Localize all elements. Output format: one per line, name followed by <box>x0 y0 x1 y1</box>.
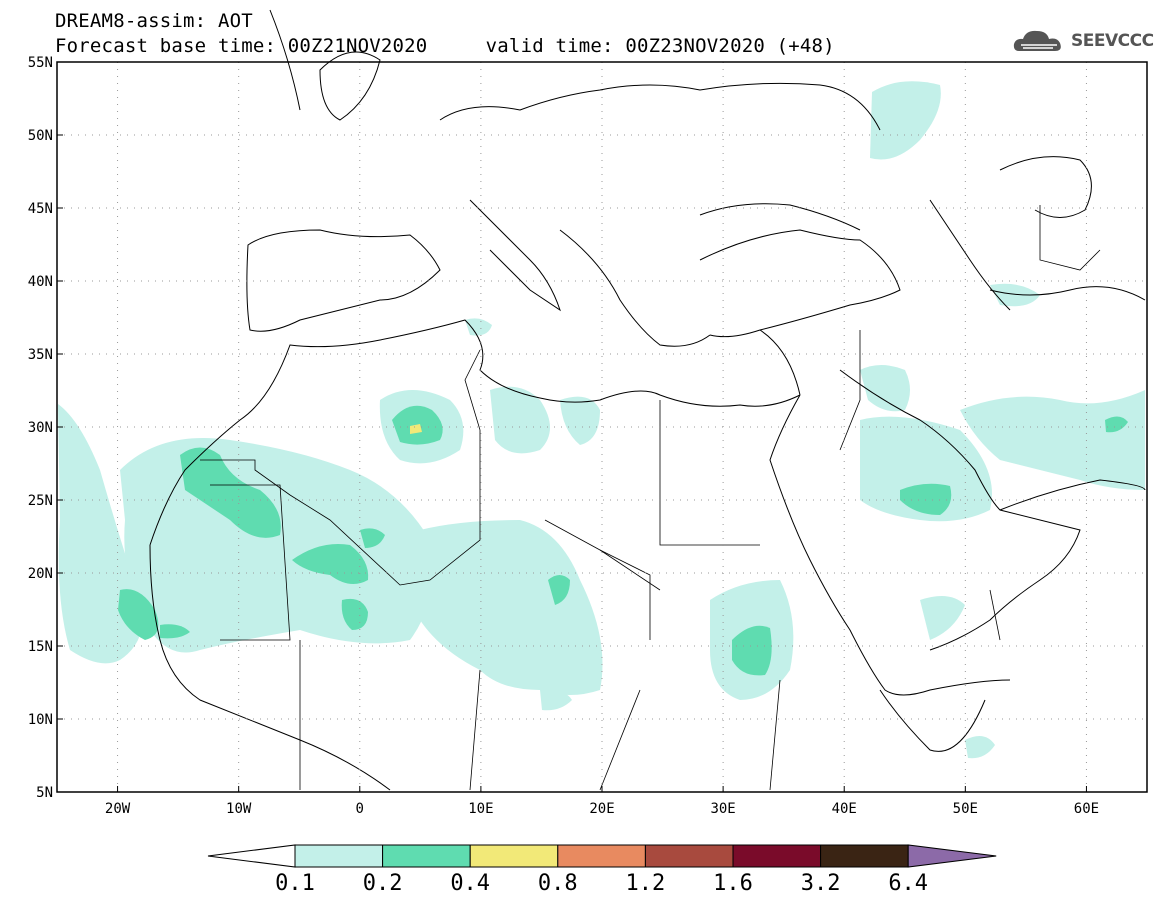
longitude-tick-label: 0 <box>356 801 364 817</box>
colorbar-bin <box>294 844 384 868</box>
longitude-tick-label: 20E <box>589 801 614 817</box>
longitude-tick-label: 50E <box>953 801 978 817</box>
longitude-tick-label: 40E <box>832 801 857 817</box>
colorbar-under-arrow <box>207 844 296 868</box>
colorbar-bin <box>382 844 471 868</box>
colorbar-label: 0.1 <box>275 871 315 896</box>
latitude-tick-label: 10N <box>28 712 53 728</box>
colorbar-bin <box>469 844 559 868</box>
colorbar-label: 3.2 <box>801 871 841 896</box>
latitude-tick-label: 5N <box>36 785 53 801</box>
base-time: Forecast base time: 00Z21NOV2020 <box>55 35 428 57</box>
latitude-tick-label: 20N <box>28 566 53 582</box>
longitude-tick-label: 10E <box>468 801 493 817</box>
colorbar-bin <box>732 844 822 868</box>
longitude-tick-label: 20W <box>105 801 131 817</box>
map-title: DREAM8-assim: AOT <box>55 10 253 32</box>
aot-band-high <box>410 424 422 434</box>
latitude-tick-label: 50N <box>28 128 53 144</box>
colorbar-label: 1.6 <box>713 871 753 896</box>
seevccc-logo: SEEVCCC <box>1013 27 1154 57</box>
latitude-tick-label: 45N <box>28 201 53 217</box>
aot-contours <box>58 81 1145 759</box>
latitude-tick-label: 55N <box>28 55 53 71</box>
colorbar-label: 0.4 <box>450 871 490 896</box>
coastlines <box>149 9 1146 791</box>
colorbar-bin <box>820 844 909 868</box>
colorbar-label: 0.2 <box>363 871 403 896</box>
colorbar-label: 6.4 <box>888 871 928 896</box>
borders <box>200 205 1101 791</box>
cloud-icon <box>1013 30 1061 51</box>
longitude-tick-labels: 20W 10W 0 10E 20E 30E 40E 50E 60E <box>105 801 1099 817</box>
latitude-tick-label: 15N <box>28 639 53 655</box>
longitude-tick-label: 30E <box>710 801 735 817</box>
latitude-tick-labels: 55N 50N 45N 40N 35N 30N 25N 20N 15N 10N 5N <box>28 55 53 801</box>
latitude-tick-label: 40N <box>28 274 53 290</box>
latitude-tick-label: 25N <box>28 493 53 509</box>
colorbar-bin <box>557 844 646 868</box>
aot-colorbar <box>207 844 997 868</box>
longitude-tick-label: 60E <box>1074 801 1099 817</box>
longitude-tick-label: 10W <box>226 801 252 817</box>
logo-text: SEEVCCC <box>1071 31 1154 51</box>
latitude-tick-label: 30N <box>28 420 53 436</box>
colorbar-bin <box>644 844 734 868</box>
colorbar-over-arrow <box>907 844 997 868</box>
map-frame <box>56 61 1148 793</box>
colorbar-label: 1.2 <box>626 871 666 896</box>
colorbar-label: 0.8 <box>538 871 578 896</box>
latitude-tick-label: 35N <box>28 347 53 363</box>
colorbar-labels: 0.1 0.2 0.4 0.8 1.2 1.6 3.2 6.4 <box>275 871 928 896</box>
valid-time: valid time: 00Z23NOV2020 (+48) <box>485 35 835 57</box>
forecast-time-line: Forecast base time: 00Z21NOV2020 valid t… <box>55 35 835 57</box>
